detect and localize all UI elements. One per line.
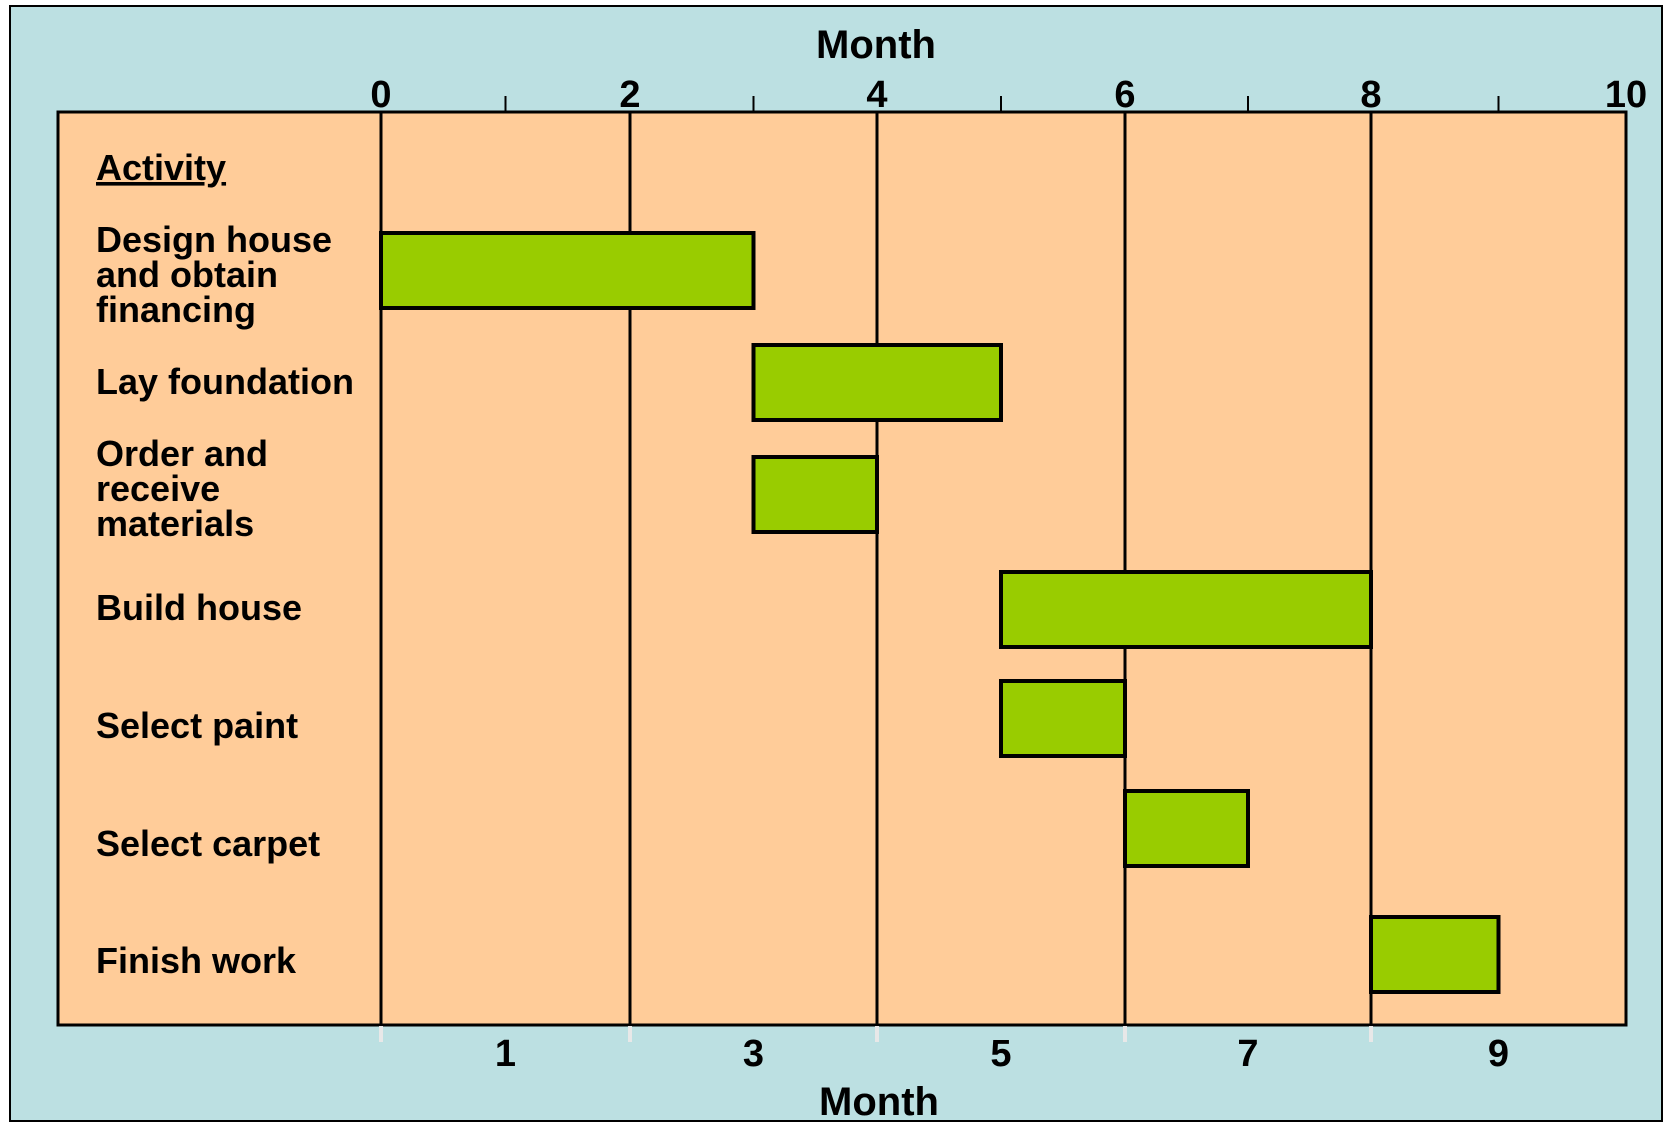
plot-area — [58, 112, 1626, 1025]
task-bar — [1369, 915, 1501, 994]
task-label: Finish work — [96, 940, 297, 981]
task-label-line: financing — [96, 289, 256, 330]
task-label: Design house and obtain financing — [96, 219, 332, 330]
top-tick-label: 10 — [1605, 74, 1647, 116]
plot-border — [56, 110, 1628, 1027]
activity-column-header: Activity — [96, 147, 226, 188]
top-axis-title: Month — [816, 23, 936, 67]
task-label-line: Build house — [96, 587, 302, 628]
task-bar — [999, 679, 1127, 758]
task-bar — [751, 343, 1003, 422]
task-label: Build house — [96, 587, 302, 628]
task-bar — [1123, 789, 1250, 868]
task-bar — [379, 231, 756, 310]
top-tick-label: 8 — [1360, 74, 1381, 116]
bottom-tick-label: 7 — [1237, 1033, 1258, 1075]
task-label-line: Order and — [96, 433, 268, 474]
task-label-line: and obtain — [96, 254, 278, 295]
task-label: Order and receive materials — [96, 433, 268, 544]
task-label-line: receive — [96, 468, 220, 509]
top-tick-label: 2 — [619, 74, 640, 116]
task-bar — [751, 455, 879, 534]
task-label-line: Lay foundation — [96, 361, 354, 402]
bottom-tick-label: 1 — [495, 1033, 516, 1075]
task-label-line: Finish work — [96, 940, 297, 981]
task-label: Select carpet — [96, 823, 320, 864]
task-label-line: Select carpet — [96, 823, 320, 864]
top-tick-label: 4 — [866, 74, 887, 116]
bottom-tick-label: 5 — [990, 1033, 1011, 1075]
task-label-line: Select paint — [96, 705, 298, 746]
bottom-tick-label: 9 — [1488, 1033, 1509, 1075]
task-label: Select paint — [96, 705, 298, 746]
top-tick-label: 6 — [1114, 74, 1135, 116]
bottom-tick-label: 3 — [743, 1033, 764, 1075]
task-label: Lay foundation — [96, 361, 354, 402]
task-label-line: materials — [96, 503, 254, 544]
top-tick-label: 0 — [370, 74, 391, 116]
task-label-line: Design house — [96, 219, 332, 260]
task-bar — [999, 570, 1373, 649]
bottom-axis-title: Month — [819, 1080, 939, 1124]
